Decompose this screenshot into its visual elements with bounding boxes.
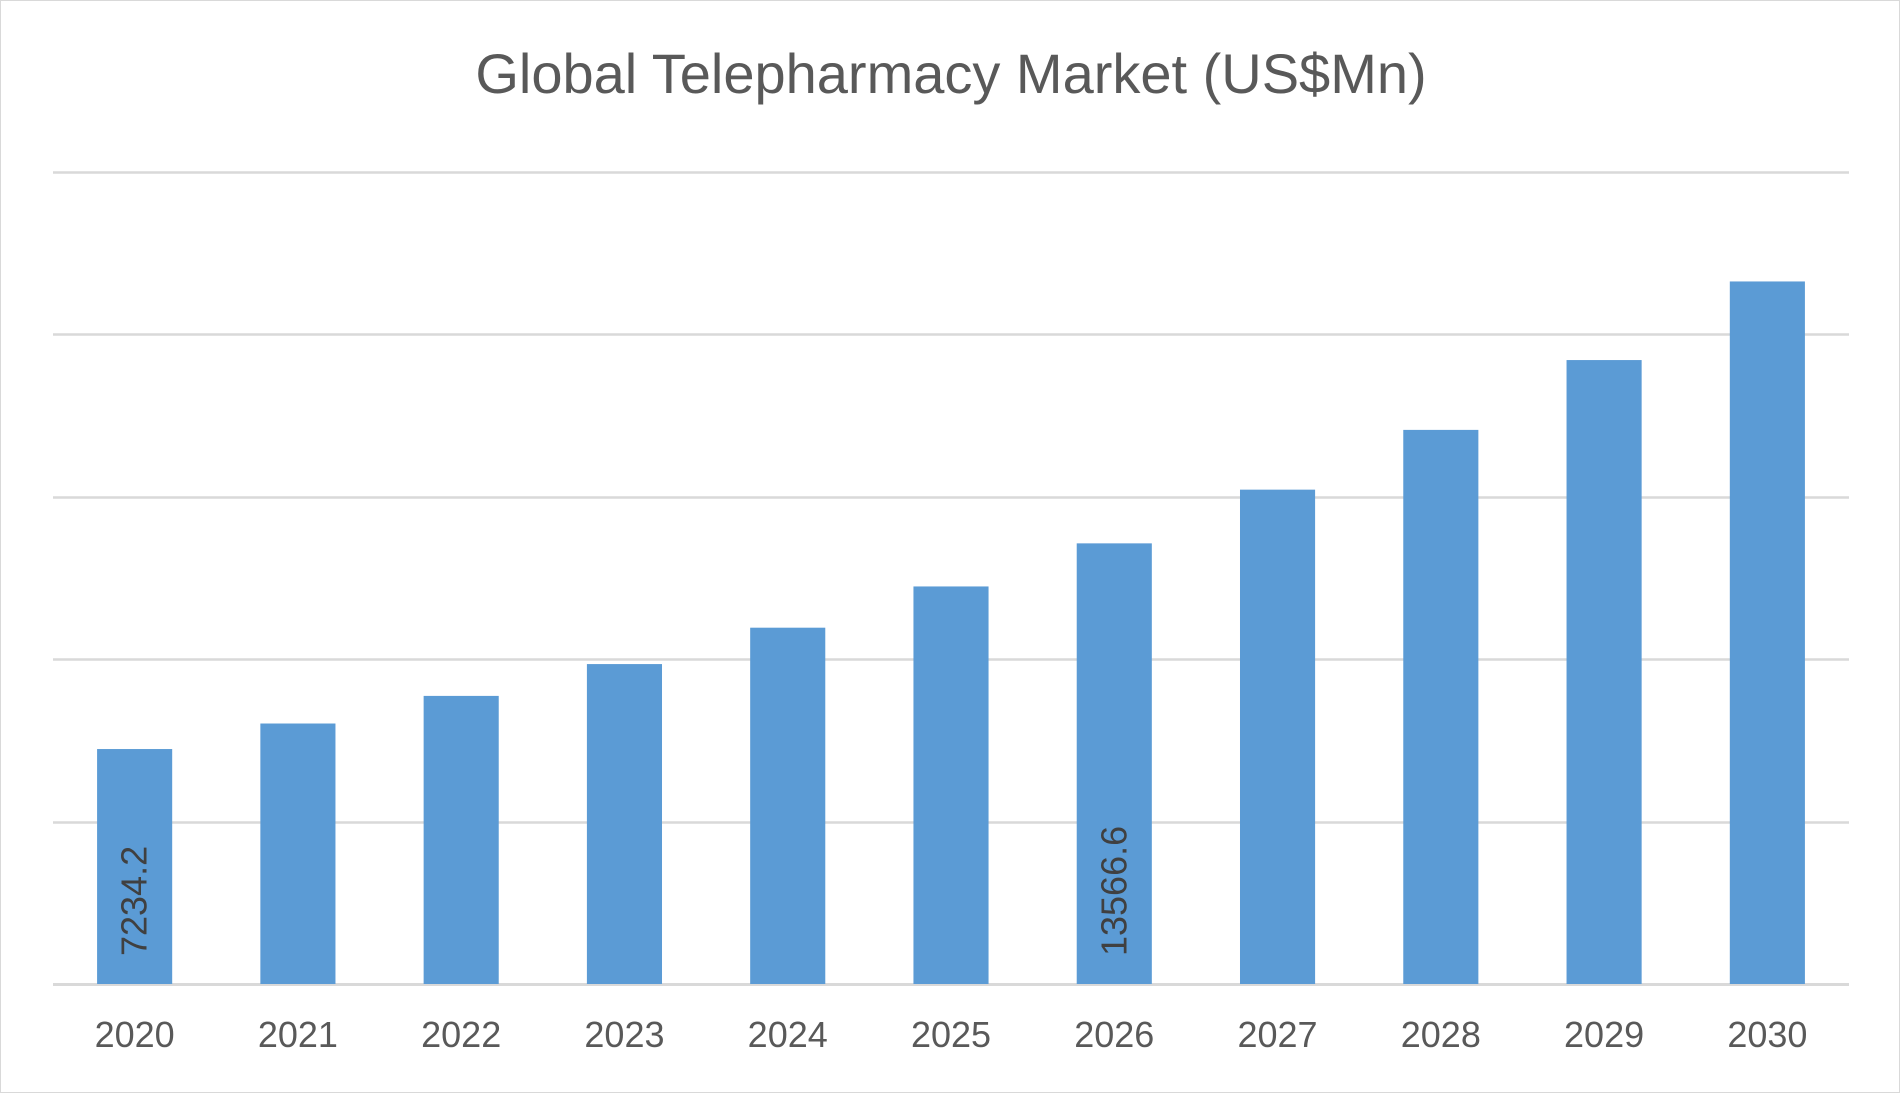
x-tick-label: 2023 [584,1014,664,1055]
bar-2026 [1076,543,1152,984]
x-tick-label: 2025 [911,1014,991,1055]
bar-2022 [423,695,499,984]
x-tick-label: 2030 [1727,1014,1807,1055]
bar-2021 [260,723,336,984]
x-tick-label: 2029 [1564,1014,1644,1055]
x-tick-label: 2027 [1237,1014,1317,1055]
bar-2024 [750,627,826,984]
chart-title: Global Telepharmacy Market (US$Mn) [475,42,1427,105]
x-tick-label: 2022 [421,1014,501,1055]
bar-2025 [913,586,989,984]
bar-2030 [1729,281,1805,984]
bar-2020 [97,749,173,984]
bar-2027 [1239,489,1316,984]
x-tick-label: 2021 [258,1014,338,1055]
x-tick-label: 2028 [1401,1014,1481,1055]
x-tick-label: 2020 [95,1014,175,1055]
x-tick-label: 2024 [748,1014,828,1055]
bar-2028 [1403,429,1479,984]
data-label: 7234.2 [114,846,155,956]
x-tick-label: 2026 [1074,1014,1154,1055]
data-label: 13566.6 [1093,826,1134,956]
bar-2029 [1566,360,1642,984]
bar-2023 [586,664,663,984]
